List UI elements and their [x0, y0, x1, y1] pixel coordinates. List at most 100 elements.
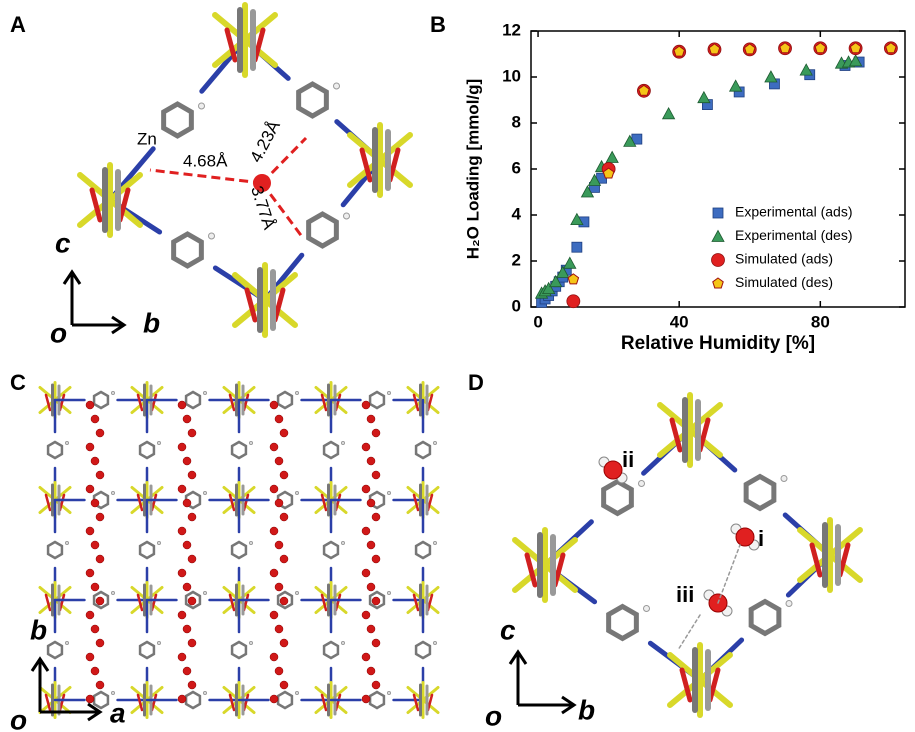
h-atom: [203, 491, 207, 495]
marker: [602, 167, 615, 179]
water: [187, 596, 197, 606]
ring: [368, 690, 386, 710]
water: [177, 526, 187, 536]
distance-line: [260, 136, 308, 185]
water: [361, 484, 371, 494]
water: [366, 540, 376, 550]
h-atom: [203, 691, 207, 695]
h-atom: [208, 232, 215, 240]
water: [187, 428, 197, 438]
bond: [228, 493, 236, 512]
bond: [320, 593, 328, 612]
axis-name: c: [500, 614, 516, 645]
water: [361, 652, 371, 662]
h-atom: [111, 391, 115, 395]
h-atom: [111, 491, 115, 495]
water: [361, 610, 371, 620]
bond: [89, 187, 103, 223]
water: [90, 624, 100, 634]
marker: [567, 273, 580, 285]
h-atom: [198, 102, 205, 110]
atom-label: Zn: [137, 129, 157, 148]
ring: [414, 640, 432, 660]
ring: [46, 540, 64, 560]
water: [274, 456, 284, 466]
water: [361, 526, 371, 536]
water: [177, 400, 187, 410]
y-tick-label: 0: [512, 296, 521, 315]
bond: [242, 693, 250, 712]
bond: [387, 147, 401, 183]
marker: [849, 42, 862, 54]
bond: [242, 393, 250, 412]
water: [187, 470, 197, 480]
water: [371, 470, 381, 480]
water: [279, 680, 289, 690]
water: [187, 512, 197, 522]
marker: [580, 185, 595, 198]
axis-name: b: [578, 694, 595, 725]
bond: [837, 542, 851, 578]
ring: [414, 540, 432, 560]
panel-label: B: [430, 12, 446, 37]
x-tick-label: 40: [670, 312, 689, 331]
water: [90, 666, 100, 676]
ring: [296, 81, 329, 119]
axis-name: b: [143, 307, 160, 338]
bond: [426, 493, 434, 512]
bond: [412, 493, 420, 512]
h-atom: [433, 541, 437, 545]
water: [182, 540, 192, 550]
ring: [184, 490, 202, 510]
h-atom: [638, 480, 645, 487]
x-tick-label: 80: [811, 312, 830, 331]
marker: [623, 134, 637, 147]
water: [90, 498, 100, 508]
ring: [322, 440, 340, 460]
h-atom: [157, 641, 161, 645]
bond: [252, 27, 266, 63]
ring: [306, 211, 339, 249]
water: [177, 442, 187, 452]
h-atom: [295, 391, 299, 395]
h-atom: [65, 441, 69, 445]
h-atom: [433, 441, 437, 445]
h-atom: [249, 641, 253, 645]
marker: [605, 150, 619, 163]
water: [85, 484, 95, 494]
bond: [334, 493, 342, 512]
panel-label: C: [10, 370, 26, 395]
water: [274, 582, 284, 592]
legend-marker: [712, 277, 724, 289]
structures: [38, 2, 863, 719]
ring: [230, 440, 248, 460]
legend-label: Simulated (ads): [735, 251, 833, 267]
ring: [322, 640, 340, 660]
bond: [150, 693, 158, 712]
h-atom: [643, 605, 650, 612]
ring: [184, 590, 202, 610]
axis-name: o: [50, 317, 67, 348]
distance-line: [260, 182, 305, 239]
ring: [230, 540, 248, 560]
ring: [276, 590, 294, 610]
ring: [138, 540, 156, 560]
water: [95, 470, 105, 480]
legend-marker: [712, 207, 724, 219]
marker: [563, 256, 577, 269]
h-atom: [157, 541, 161, 545]
water: [182, 624, 192, 634]
marker: [728, 79, 743, 92]
axis-name: a: [110, 697, 126, 728]
axis-name: o: [10, 704, 27, 732]
bond: [228, 393, 236, 412]
bond: [136, 693, 144, 712]
marker: [673, 45, 686, 57]
marker: [697, 90, 711, 104]
h-atom: [780, 475, 788, 482]
y-axis-label: H₂O Loading [mmol/g]: [463, 79, 482, 259]
marker: [764, 70, 778, 83]
water: [182, 498, 192, 508]
h-atom: [387, 691, 391, 695]
bond: [552, 552, 566, 588]
